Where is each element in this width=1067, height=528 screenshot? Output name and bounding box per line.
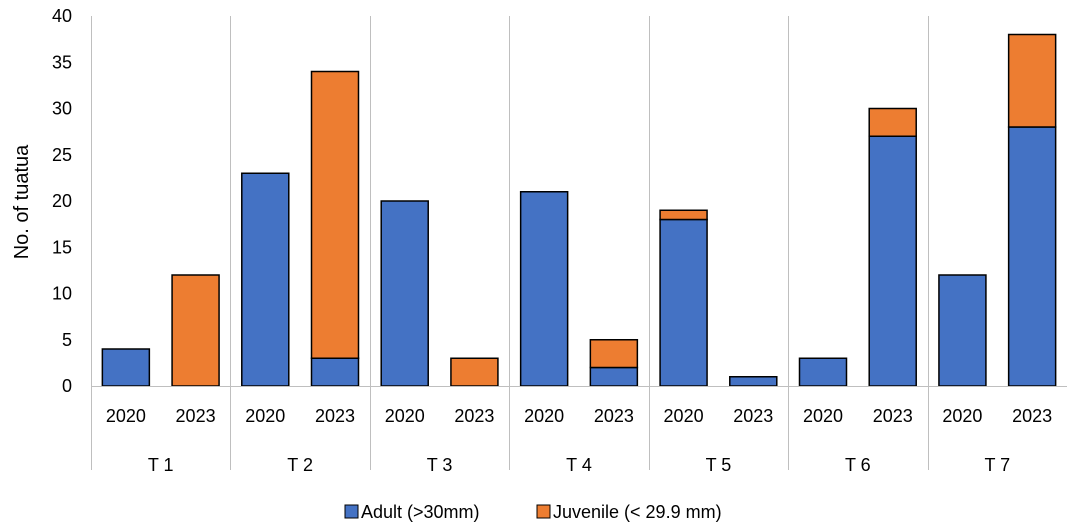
group-labels: T 1 T 2 T 3 T 4 T 5 T 6 T 7 (148, 455, 1010, 475)
x-tick-label-year: 2023 (454, 406, 494, 426)
x-tick-label-year: 2020 (664, 406, 704, 426)
bar-adult (380, 200, 429, 387)
bar-adult (310, 357, 360, 387)
bar-juvenile (868, 107, 917, 137)
x-tick-label-group: T 4 (566, 455, 592, 475)
x-tick-label-group: T 1 (148, 455, 174, 475)
x-tick-label-year: 2020 (803, 406, 843, 426)
y-tick-label: 15 (52, 237, 72, 257)
y-tick-label: 0 (62, 376, 72, 396)
bar-adult (659, 218, 708, 387)
legend-label-juvenile: Juvenile (< 29.9 mm) (553, 502, 722, 522)
bar-juvenile (1007, 33, 1057, 128)
x-tick-label-year: 2023 (733, 406, 773, 426)
bar-juvenile (450, 357, 499, 387)
bar-adult (241, 172, 290, 387)
x-tick-label-year: 2023 (594, 406, 634, 426)
x-tick-label-year: 2023 (315, 406, 355, 426)
bar-adult (101, 348, 151, 387)
bar-adult (1007, 126, 1057, 387)
bar-adult (798, 357, 848, 387)
legend-label-adult: Adult (>30mm) (361, 502, 480, 522)
y-axis-label: No. of tuatua (11, 144, 33, 259)
bar-adult (868, 135, 917, 387)
x-tick-label-group: T 2 (287, 455, 313, 475)
legend: Adult (>30mm) Juvenile (< 29.9 mm) (344, 502, 722, 522)
y-tick-label: 10 (52, 284, 72, 304)
bar-juvenile (310, 70, 360, 359)
legend-swatch-juvenile (536, 504, 551, 519)
bars (101, 33, 1057, 387)
bar-juvenile (589, 339, 639, 369)
x-tick-label-year: 2020 (385, 406, 425, 426)
bar-juvenile (659, 209, 708, 221)
bar-juvenile (171, 274, 220, 387)
y-tick-label: 20 (52, 191, 72, 211)
year-labels: 2020 2023 2020 2023 2020 2023 2020 2023 2020 2023… (106, 406, 1052, 426)
y-axis-ticks: 0 5 10 15 20 25 30 35 40 (52, 6, 72, 396)
x-tick-label-group: T 3 (427, 455, 453, 475)
bar-adult (729, 376, 778, 387)
legend-swatch-adult (344, 504, 359, 519)
y-tick-label: 5 (62, 330, 72, 350)
x-tick-label-group: T 5 (706, 455, 732, 475)
y-tick-label: 40 (52, 6, 72, 26)
x-tick-label-year: 2020 (106, 406, 146, 426)
x-tick-label-year: 2020 (942, 406, 982, 426)
y-tick-label: 30 (52, 99, 72, 119)
x-tick-label-year: 2023 (176, 406, 216, 426)
group-separators (91, 16, 929, 470)
x-tick-label-year: 2020 (245, 406, 285, 426)
x-tick-label-group: T 6 (845, 455, 871, 475)
y-tick-label: 25 (52, 145, 72, 165)
bar-adult (589, 366, 639, 387)
x-tick-label-group: T 7 (984, 455, 1010, 475)
y-tick-label: 35 (52, 52, 72, 72)
bar-adult (938, 274, 987, 387)
x-tick-label-year: 2023 (1012, 406, 1052, 426)
bar-adult (519, 191, 569, 387)
x-tick-label-year: 2020 (524, 406, 564, 426)
x-tick-label-year: 2023 (873, 406, 913, 426)
